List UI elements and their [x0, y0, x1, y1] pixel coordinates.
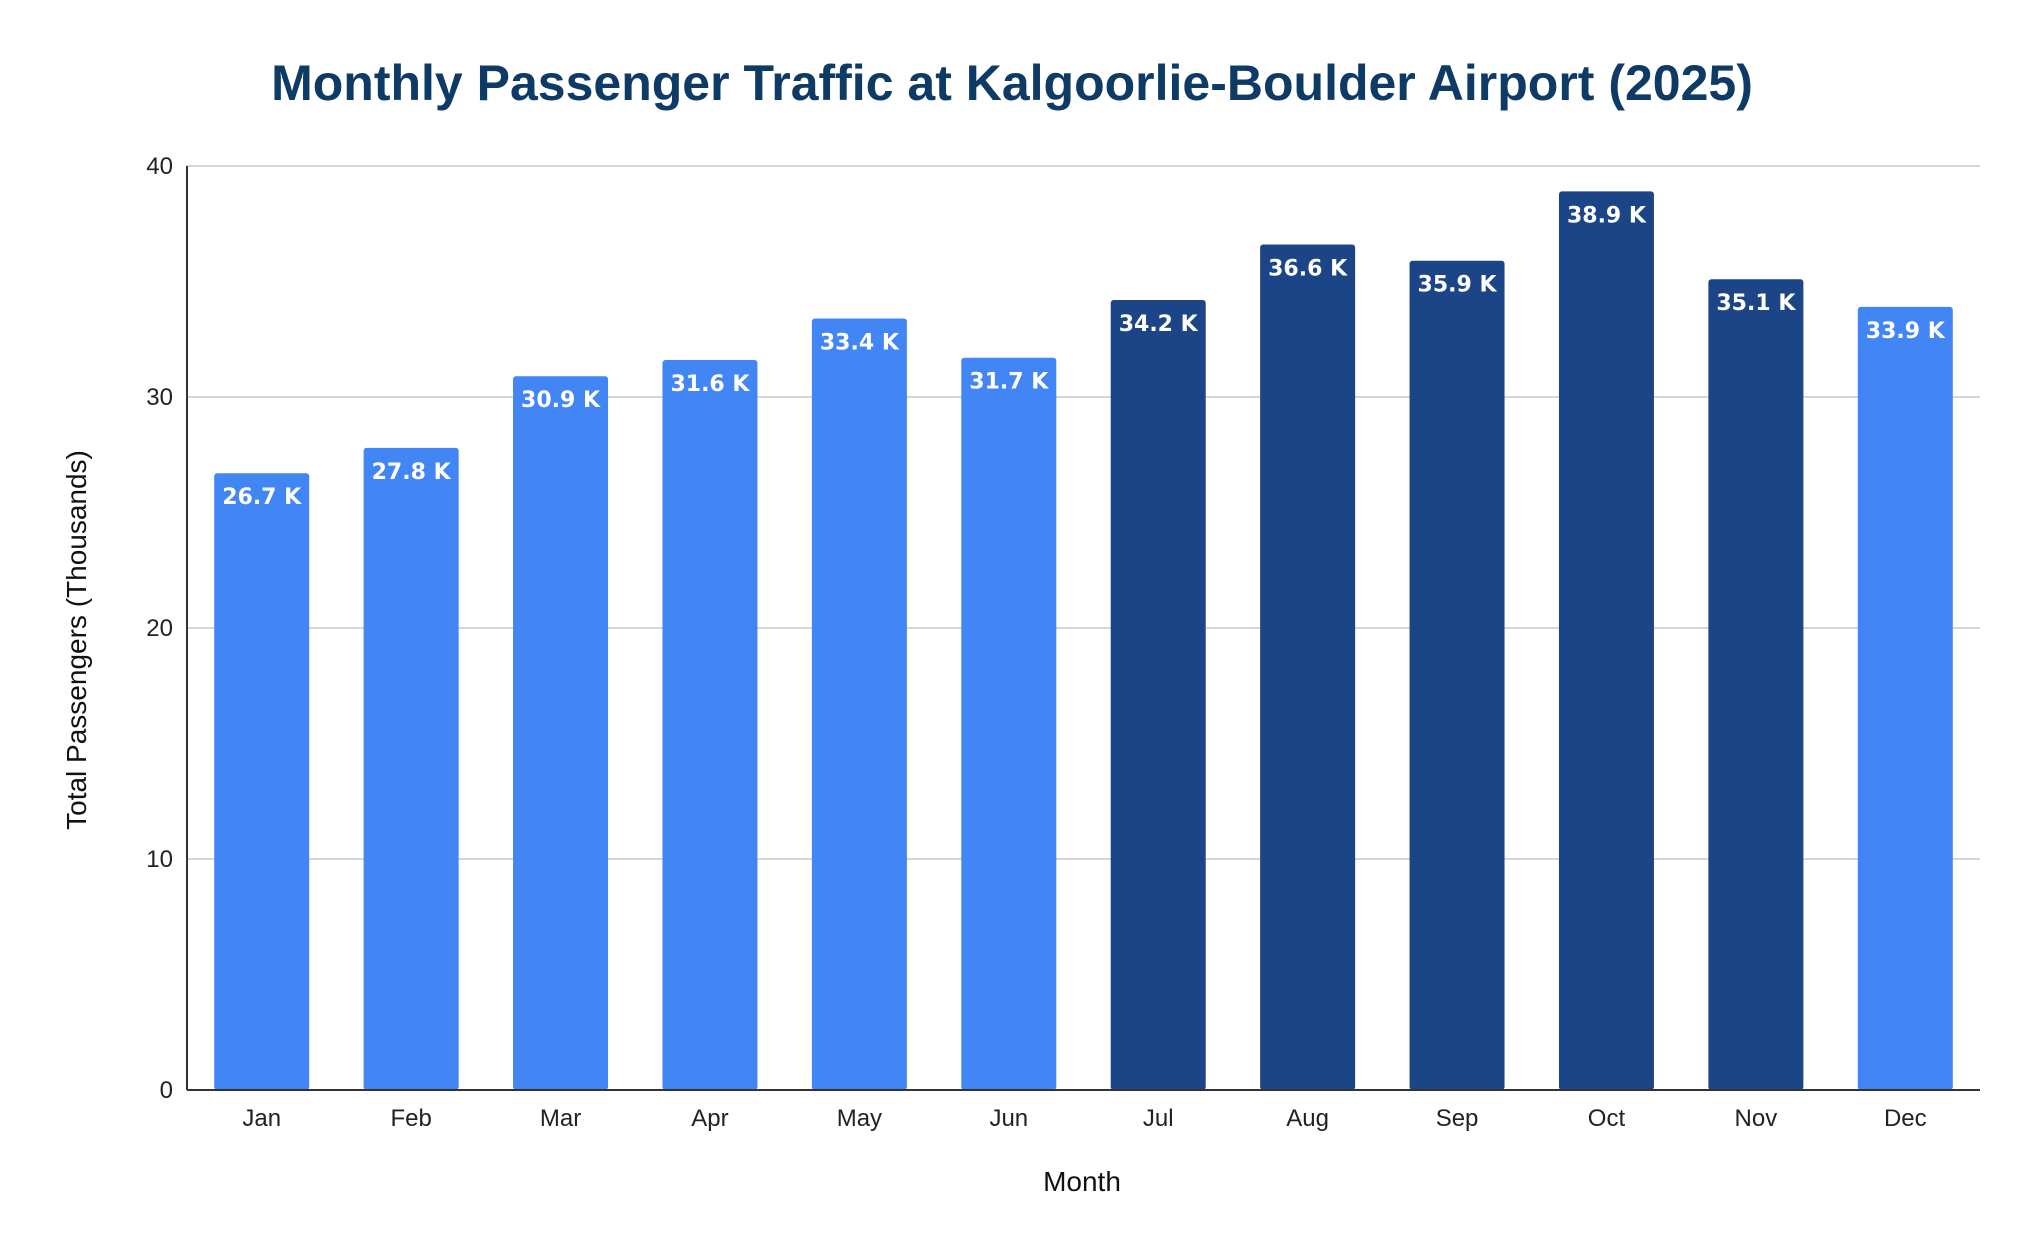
bar-apr	[662, 360, 758, 1090]
data-label: 30.9 K	[521, 388, 601, 413]
bar-mar	[513, 376, 609, 1091]
chart-title: Monthly Passenger Traffic at Kalgoorlie-…	[271, 55, 1753, 111]
bar-jan	[214, 473, 310, 1091]
data-label: 31.6 K	[670, 372, 750, 397]
x-tick-label: Oct	[1588, 1105, 1626, 1132]
data-label: 35.9 K	[1418, 273, 1498, 298]
data-label: 33.4 K	[820, 330, 900, 355]
bar-dec	[1857, 306, 1953, 1090]
y-tick-label: 10	[146, 846, 173, 873]
x-tick-label: Aug	[1286, 1105, 1329, 1132]
x-tick-label: Jul	[1143, 1105, 1174, 1132]
x-tick-label: Mar	[540, 1105, 581, 1132]
bars	[214, 191, 1953, 1091]
bar-jul	[1110, 299, 1206, 1091]
bar-jun	[961, 357, 1057, 1091]
x-tick-label: Feb	[390, 1105, 431, 1132]
x-tick-label: Nov	[1735, 1105, 1778, 1132]
data-label: 26.7 K	[222, 485, 302, 510]
bar-feb	[363, 447, 459, 1090]
y-tick-label: 0	[160, 1077, 173, 1104]
x-tick-label: Sep	[1436, 1105, 1479, 1132]
data-label: 27.8 K	[372, 460, 452, 485]
y-axis-ticks: 0 10 20 30 40	[146, 153, 173, 1104]
x-axis-ticks: Jan Feb Mar Apr May Jun Jul Aug Sep Oct Nov Dec	[242, 1105, 1926, 1132]
bar-oct	[1558, 191, 1654, 1090]
data-label: 31.7 K	[969, 370, 1049, 395]
x-tick-label: Jan	[242, 1105, 281, 1132]
y-axis-title: Total Passengers (Thousands)	[61, 450, 92, 830]
data-label: 33.9 K	[1866, 319, 1946, 344]
bar-aug	[1260, 244, 1356, 1091]
y-tick-label: 30	[146, 384, 173, 411]
data-label: 34.2 K	[1119, 312, 1199, 337]
x-tick-label: Jun	[989, 1105, 1028, 1132]
x-tick-label: Apr	[691, 1105, 728, 1132]
y-tick-label: 40	[146, 153, 173, 180]
y-tick-label: 20	[146, 615, 173, 642]
gridlines	[187, 165, 1980, 860]
data-labels: 26.7 K 27.8 K 30.9 K 31.6 K 33.4 K 31.7 K 34.2…	[222, 203, 1946, 510]
x-tick-label: Dec	[1884, 1105, 1927, 1132]
data-label: 35.1 K	[1716, 291, 1796, 316]
data-label: 36.6 K	[1268, 257, 1348, 282]
bar-may	[811, 318, 907, 1091]
data-label: 38.9 K	[1567, 203, 1647, 228]
x-axis-title: Month	[1043, 1166, 1121, 1197]
bar-sep	[1409, 260, 1505, 1091]
x-tick-label: May	[837, 1105, 882, 1132]
bar-nov	[1708, 279, 1804, 1090]
